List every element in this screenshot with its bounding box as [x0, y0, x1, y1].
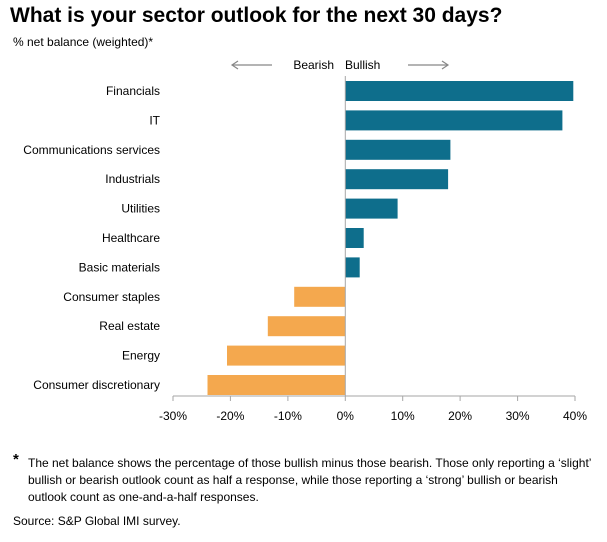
bar-chart: Bearish Bullish Financials IT Communicatio… [23, 58, 587, 423]
footnote-marker: * [13, 451, 19, 468]
bar-communications-services [345, 139, 451, 160]
x-tick-label: -30% [159, 409, 187, 423]
category-label-basic-materials: Basic materials [79, 260, 160, 274]
category-label-consumer-discretionary: Consumer discretionary [33, 378, 160, 392]
bullish-label: Bullish [345, 58, 380, 72]
bar-energy [227, 345, 346, 366]
x-tick-label: 0% [337, 409, 355, 423]
chart-title: What is your sector outlook for the next… [10, 4, 503, 27]
source-note: Source: S&P Global IMI survey. [13, 514, 181, 528]
bearish-label: Bearish [293, 58, 334, 72]
bar-basic-materials [345, 257, 360, 278]
category-label-utilities: Utilities [121, 202, 160, 216]
category-label-consumer-staples: Consumer staples [63, 290, 160, 304]
x-tick-label: 20% [448, 409, 472, 423]
x-tick-label: -10% [274, 409, 302, 423]
bar-financials [345, 81, 574, 101]
bar-healthcare [345, 228, 364, 248]
x-tick-label: 10% [391, 409, 415, 423]
category-label-real-estate: Real estate [99, 319, 160, 333]
bearish-arrowhead-icon [230, 60, 239, 70]
category-label-energy: Energy [122, 349, 160, 363]
category-label-communications-services: Communications services [23, 143, 160, 157]
x-tick-label: 40% [563, 409, 587, 423]
x-tick-label: -20% [216, 409, 244, 423]
bar-industrials [345, 169, 449, 190]
footnote-text: The net balance shows the percentage of … [28, 456, 592, 504]
bar-real-estate [267, 316, 346, 337]
x-tick-label: 30% [506, 409, 530, 423]
bar-consumer-staples [294, 286, 346, 307]
category-label-it: IT [149, 113, 160, 127]
bar-it [345, 110, 563, 131]
chart-subtitle: % net balance (weighted)* [13, 35, 154, 49]
bar-utilities [345, 198, 398, 219]
bullish-arrowhead-icon [441, 60, 450, 70]
category-label-healthcare: Healthcare [102, 231, 160, 245]
category-label-industrials: Industrials [105, 172, 160, 186]
bar-consumer-discretionary [207, 375, 346, 395]
category-label-financials: Financials [106, 84, 160, 98]
direction-legend: Bearish Bullish [230, 58, 450, 72]
footnote: * The net balance shows the percentage o… [13, 451, 598, 506]
